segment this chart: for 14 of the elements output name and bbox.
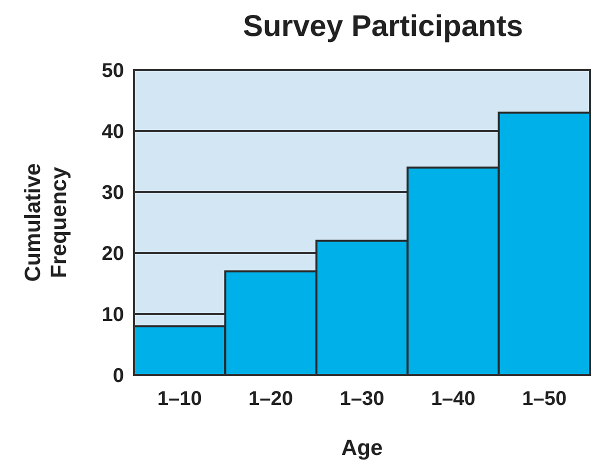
y-tick-label: 30 xyxy=(102,182,124,204)
y-tick-label: 40 xyxy=(102,121,124,143)
x-axis-title: Age xyxy=(341,435,383,460)
y-tick-label: 10 xyxy=(102,304,124,326)
y-tick-label: 50 xyxy=(102,60,124,82)
y-axis-title: Cumulative Frequency xyxy=(20,163,71,282)
x-tick-label: 1–50 xyxy=(522,388,567,410)
y-tick-label: 0 xyxy=(112,365,124,387)
x-tick-label: 1–20 xyxy=(248,388,294,410)
x-tick-label: 1–40 xyxy=(430,388,476,410)
x-tick-label: 1–10 xyxy=(157,388,202,410)
x-tick-label: 1–30 xyxy=(340,388,384,410)
y-tick-label: 20 xyxy=(102,243,124,265)
chart-title: Survey Participants xyxy=(242,10,524,43)
